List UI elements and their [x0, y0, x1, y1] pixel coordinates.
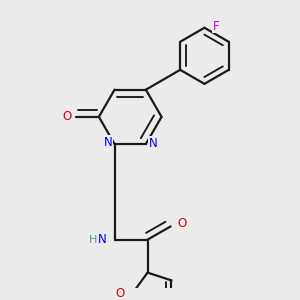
- Text: H: H: [89, 235, 98, 244]
- Text: O: O: [115, 286, 124, 299]
- Text: O: O: [62, 110, 71, 123]
- Text: O: O: [178, 217, 187, 230]
- Text: N: N: [98, 233, 106, 246]
- Text: N: N: [104, 136, 112, 149]
- Text: F: F: [213, 20, 219, 33]
- Text: N: N: [149, 137, 158, 150]
